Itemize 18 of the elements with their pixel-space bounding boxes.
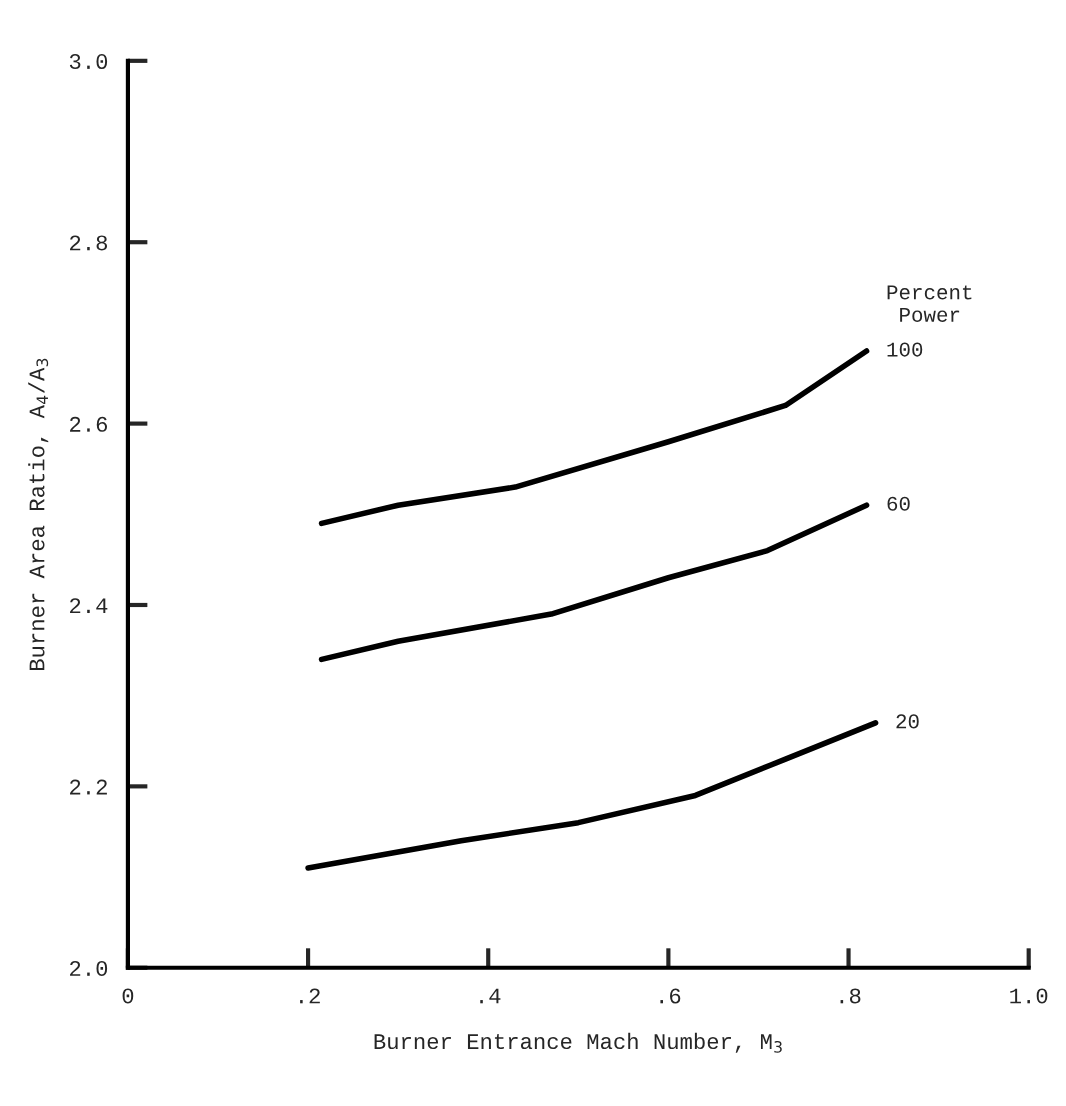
y-tick-label: 2.8 xyxy=(70,235,108,251)
y-tick-label: 2.0 xyxy=(70,960,108,977)
series-label: 20 xyxy=(896,714,919,729)
x-tick-label: .2 xyxy=(300,988,320,1004)
y-tick-label: 2.6 xyxy=(70,416,108,432)
x-tick-label: .6 xyxy=(660,988,681,1004)
legend-title: Percent Power xyxy=(887,285,972,322)
x-tick-label: .4 xyxy=(480,988,501,1004)
x-tick-label: .8 xyxy=(840,988,861,1004)
y-axis-title: Burner Area Ratio, A$_{4}$/A$_{3}$ xyxy=(28,358,49,670)
series-label: 60 xyxy=(887,496,910,511)
y-tick-label: 3.0 xyxy=(69,54,108,70)
x-axis-title: Burner Entrance Mach Number, M$_{3}$ xyxy=(374,1032,782,1053)
y-tick-label: 2.4 xyxy=(70,598,108,614)
y-tick-label: 2.2 xyxy=(70,779,107,795)
series-label: 100 xyxy=(887,342,923,357)
x-tick-label: 0 xyxy=(122,988,134,1004)
x-tick-label: 1.0 xyxy=(1010,988,1048,1004)
